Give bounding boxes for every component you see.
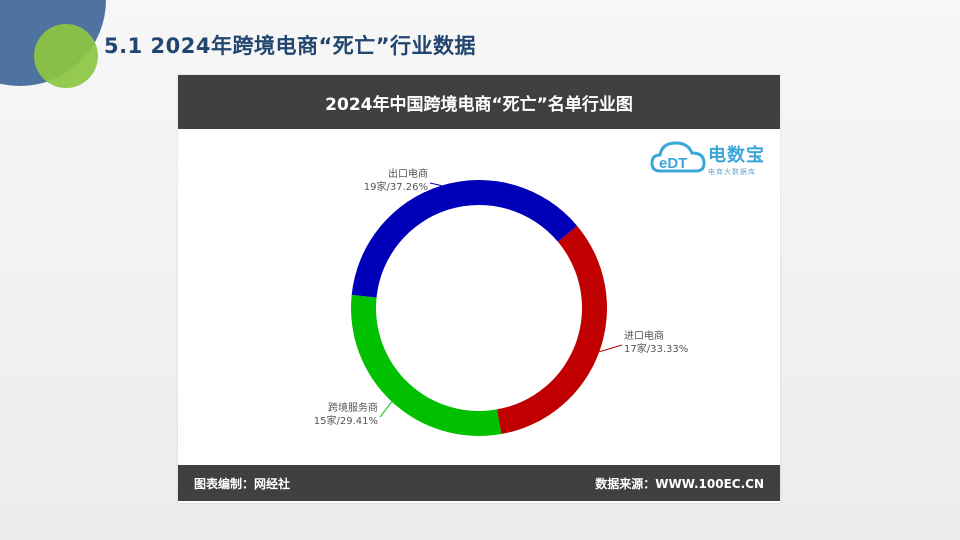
- logo-name: 电数宝: [708, 145, 765, 166]
- chart-card: 2024年中国跨境电商“死亡”名单行业图 eDT 电数宝 电商大数据库 进口电商…: [178, 75, 780, 503]
- donut-slice: [351, 294, 502, 436]
- cloud-edt-logo-icon: eDT: [650, 141, 706, 173]
- slide-title: 5.1 2024年跨境电商“死亡”行业数据: [104, 34, 477, 58]
- chart-title: 2024年中国跨境电商“死亡”名单行业图: [178, 75, 780, 129]
- donut-slice: [351, 180, 578, 298]
- slice-label: 出口电商: [388, 167, 428, 180]
- slice-label: 跨境服务商: [328, 401, 378, 414]
- footer-source: 数据来源：WWW.100EC.CN: [595, 477, 764, 491]
- slice-value-label: 17家/33.33%: [624, 342, 688, 355]
- slice-value-label: 19家/37.26%: [364, 180, 428, 193]
- corner-decoration: [0, 0, 106, 88]
- leader-line: [599, 344, 623, 353]
- edt-logo: eDT 电数宝 电商大数据库: [650, 135, 764, 183]
- svg-text:eDT: eDT: [659, 155, 687, 172]
- slice-value-label: 15家/29.41%: [314, 414, 378, 427]
- logo-subtitle: 电商大数据库: [708, 168, 756, 176]
- slice-label: 进口电商: [624, 329, 664, 342]
- donut-slice: [496, 225, 607, 435]
- leader-line: [429, 182, 442, 187]
- leader-line: [379, 401, 393, 418]
- corner-green-circle: [34, 24, 98, 88]
- chart-footer: 图表编制：网经社 数据来源：WWW.100EC.CN: [178, 465, 780, 501]
- footer-compiler: 图表编制：网经社: [194, 477, 291, 491]
